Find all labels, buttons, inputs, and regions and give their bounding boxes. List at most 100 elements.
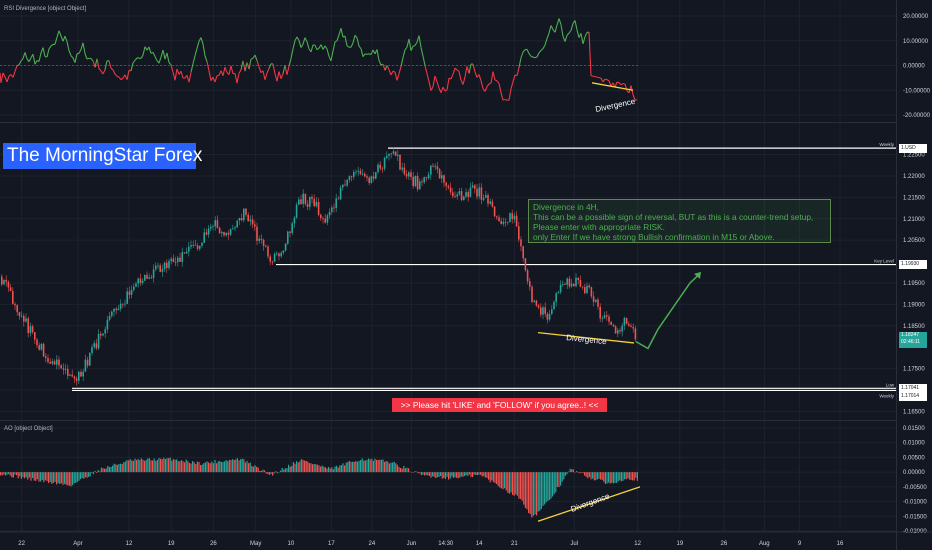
candle-body xyxy=(287,231,289,244)
rsi-segment xyxy=(452,67,456,75)
rsi-segment xyxy=(142,46,146,56)
rsi-segment xyxy=(98,68,102,72)
rsi-segment xyxy=(608,80,612,87)
candle-body xyxy=(126,291,128,304)
ao-bar xyxy=(254,465,256,473)
ao-bar xyxy=(248,463,250,473)
rsi-segment xyxy=(150,51,154,54)
ao-bar xyxy=(550,472,552,499)
ao-bar xyxy=(204,462,206,473)
ao-bar xyxy=(521,472,523,501)
candle-body xyxy=(608,316,610,322)
rsi-segment xyxy=(582,36,586,44)
candle-body xyxy=(45,356,47,359)
rsi-segment xyxy=(422,56,426,66)
ao-bar xyxy=(48,472,50,484)
ao-bar xyxy=(360,460,362,473)
rsi-segment xyxy=(382,63,386,71)
ao-bar xyxy=(308,463,310,473)
candle-body xyxy=(476,188,478,197)
ao-bar xyxy=(148,458,150,473)
ao-bar xyxy=(182,461,184,473)
rsi-segment xyxy=(450,74,454,80)
rsi-segment xyxy=(620,83,624,86)
ao-bar xyxy=(600,472,602,480)
candle-body xyxy=(421,181,423,183)
ao-bar xyxy=(30,472,32,481)
ao-bar xyxy=(472,472,474,478)
ao-tick: 0.00500 xyxy=(903,455,925,461)
ao-bar xyxy=(230,460,232,473)
candle-body xyxy=(350,176,353,178)
rsi-segment xyxy=(268,63,272,69)
candle-body xyxy=(425,177,428,179)
candle-body xyxy=(12,291,14,304)
candle-body xyxy=(137,278,139,284)
ao-bar xyxy=(184,462,186,473)
rsi-segment xyxy=(70,55,74,59)
ao-bar xyxy=(452,472,454,478)
candle-body xyxy=(40,343,43,350)
rsi-segment xyxy=(474,71,478,78)
time-tick-19: 19 xyxy=(168,541,175,547)
candle-body xyxy=(557,292,560,294)
ao-bar xyxy=(6,472,8,475)
ao-bar xyxy=(424,472,426,476)
candle-body xyxy=(368,177,370,183)
ao-bar xyxy=(105,468,107,473)
rsi-segment xyxy=(444,89,448,92)
ao-bar xyxy=(371,458,373,473)
ao-bar xyxy=(176,459,178,473)
ao-bar xyxy=(78,472,80,481)
ao-bar xyxy=(67,472,69,486)
ao-bar xyxy=(563,472,565,480)
rsi-segment xyxy=(54,37,58,45)
candle-body xyxy=(463,196,465,200)
rsi-segment xyxy=(438,87,442,93)
price-divergence: Divergence xyxy=(537,332,635,346)
candle-body xyxy=(133,286,135,290)
ao-pane[interactable]: AO [object Object] 0.01500 0.01000 0.00500… xyxy=(0,426,927,535)
ao-bar xyxy=(81,472,83,479)
candle-body xyxy=(161,268,164,272)
candle-body xyxy=(590,287,593,297)
ao-bar xyxy=(392,462,394,473)
rsi-segment xyxy=(400,57,404,67)
rsi-segment xyxy=(304,37,308,42)
ao-bar xyxy=(208,462,210,473)
rsi-segment xyxy=(174,68,178,81)
rsi-segment xyxy=(188,72,192,83)
ao-bar xyxy=(388,463,390,473)
price-divergence-line xyxy=(537,332,635,344)
candle-body xyxy=(115,308,117,311)
tag-key-level: 1.19930 xyxy=(899,260,927,270)
ao-bar xyxy=(166,458,168,473)
rsi-segment xyxy=(480,80,484,89)
candle-body xyxy=(595,299,597,302)
candle-body xyxy=(601,318,604,320)
rsi-segment xyxy=(528,53,532,57)
ao-bar xyxy=(150,460,152,473)
rsi-segment xyxy=(548,25,552,34)
rsi-pane[interactable]: RSI Divergence [object Object] 20.00000 1… xyxy=(0,6,931,119)
ao-bar xyxy=(256,466,258,473)
rsi-segment xyxy=(0,72,4,83)
ao-bar xyxy=(36,472,38,480)
price-pane[interactable]: Weekly Key Level Low Weekly 1.22500 1.22000 1… xyxy=(1,142,925,415)
candle-body xyxy=(100,333,102,336)
ao-bar xyxy=(601,472,603,480)
candle-body xyxy=(513,215,516,220)
rsi-segment xyxy=(356,37,360,47)
rsi-segment xyxy=(140,54,144,59)
ao-bar xyxy=(294,463,296,473)
rsi-segment xyxy=(418,35,422,48)
ao-bar xyxy=(633,472,635,481)
candle-body xyxy=(64,368,67,370)
rsi-segment xyxy=(272,63,276,74)
ao-bar xyxy=(352,461,354,473)
rsi-segment xyxy=(402,49,406,58)
rsi-segment xyxy=(632,94,636,101)
ao-bar xyxy=(16,472,18,476)
ao-bar xyxy=(315,464,317,473)
